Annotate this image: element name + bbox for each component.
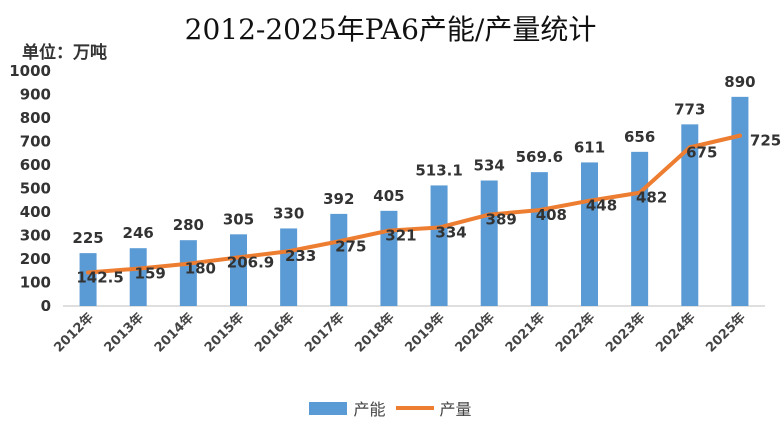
line-point [186, 261, 191, 266]
line-point [737, 133, 742, 138]
bar-data-label: 330 [273, 204, 304, 222]
bar-data-label: 890 [724, 73, 755, 91]
chart-title: 2012-2025年PA6产能/产量统计 [184, 13, 597, 46]
bar-data-label: 534 [474, 157, 505, 175]
y-tick-label: 700 [20, 133, 51, 151]
bar [631, 151, 649, 306]
bar [380, 210, 398, 306]
y-tick-label: 1000 [9, 62, 51, 80]
bar [330, 213, 348, 306]
line-data-label: 482 [636, 189, 667, 207]
bar [230, 234, 247, 306]
y-tick-label: 900 [20, 86, 51, 104]
line-data-label: 142.5 [76, 269, 123, 287]
bar-data-label: 656 [624, 128, 655, 146]
bar [681, 124, 699, 306]
line-data-label: 408 [536, 206, 567, 224]
line-data-label: 389 [486, 211, 517, 229]
bar [530, 172, 548, 306]
x-tick-label: 2012年 [51, 310, 97, 356]
y-tick-label: 0 [41, 297, 51, 315]
y-tick-label: 600 [20, 156, 51, 174]
bar-data-label: 405 [373, 187, 404, 205]
bar-data-label: 246 [123, 224, 154, 242]
bar-data-label: 392 [323, 190, 354, 208]
bar-data-label: 280 [173, 216, 204, 234]
x-tick-label: 2019年 [402, 310, 448, 356]
legend-label-capacity: 产能 [353, 400, 386, 419]
line-data-label: 159 [135, 265, 166, 283]
line-series-output [86, 133, 742, 275]
bar [280, 228, 298, 306]
bar-data-label: 225 [72, 229, 103, 247]
line-data-label: 206.9 [227, 253, 274, 271]
y-tick-label: 800 [20, 109, 51, 127]
line-data-label: 321 [385, 227, 416, 245]
line-point [537, 208, 542, 213]
line-point [487, 212, 492, 217]
x-tick-label: 2015年 [201, 310, 247, 356]
x-tick-label: 2016年 [251, 310, 297, 356]
line-data-label: 180 [185, 260, 216, 278]
x-tick-label: 2021年 [502, 310, 548, 356]
x-tick-label: 2018年 [352, 310, 398, 356]
bar [179, 240, 197, 306]
line-point [437, 225, 442, 230]
line-point [136, 266, 141, 271]
line-point [637, 190, 642, 195]
bar [79, 253, 97, 306]
bar-data-label: 305 [223, 210, 254, 228]
bar [480, 180, 498, 306]
bar-data-label: 773 [674, 100, 705, 118]
legend-swatch-output [395, 406, 434, 410]
x-tick-label: 2020年 [452, 310, 498, 356]
line-data-label: 448 [586, 197, 617, 215]
y-tick-label: 100 [20, 274, 51, 292]
x-tick-label: 2025年 [703, 310, 749, 356]
line-data-label: 725 [750, 132, 781, 150]
bar-data-label: 611 [574, 138, 605, 156]
line-data-label: 675 [686, 143, 717, 161]
legend-swatch-capacity [309, 401, 348, 415]
line-point [386, 228, 391, 233]
line-data-label: 233 [285, 247, 316, 265]
bar [581, 162, 598, 306]
y-tick-label: 200 [20, 250, 51, 268]
line-point [587, 198, 592, 203]
y-tick-label: 400 [20, 203, 51, 221]
bar [129, 248, 147, 306]
bar-data-label: 513.1 [415, 161, 462, 179]
line-data-label: 334 [435, 224, 466, 242]
x-tick-label: 2023年 [602, 310, 648, 356]
legend-item-output: 产量 [395, 396, 472, 420]
legend-label-output: 产量 [439, 400, 472, 419]
legend: 产能 产量 [0, 396, 781, 420]
line-point [236, 255, 241, 260]
bar [430, 185, 448, 306]
x-tick-label: 2014年 [151, 310, 197, 356]
bar-data-label: 569.6 [516, 148, 563, 166]
line-point [286, 249, 291, 254]
y-tick-label: 500 [20, 180, 51, 198]
x-tick-label: 2013年 [101, 310, 147, 356]
x-tick-label: 2022年 [552, 310, 598, 356]
line-point [336, 239, 341, 244]
x-tick-label: 2024年 [653, 310, 699, 356]
y-tick-label: 300 [20, 227, 51, 245]
bar [731, 96, 749, 306]
line-point [687, 145, 692, 150]
x-tick-label: 2017年 [302, 310, 348, 356]
legend-item-capacity: 产能 [309, 396, 386, 420]
unit-label: 单位：万吨 [22, 43, 107, 63]
line-data-label: 275 [335, 237, 366, 255]
line-point [86, 270, 91, 275]
